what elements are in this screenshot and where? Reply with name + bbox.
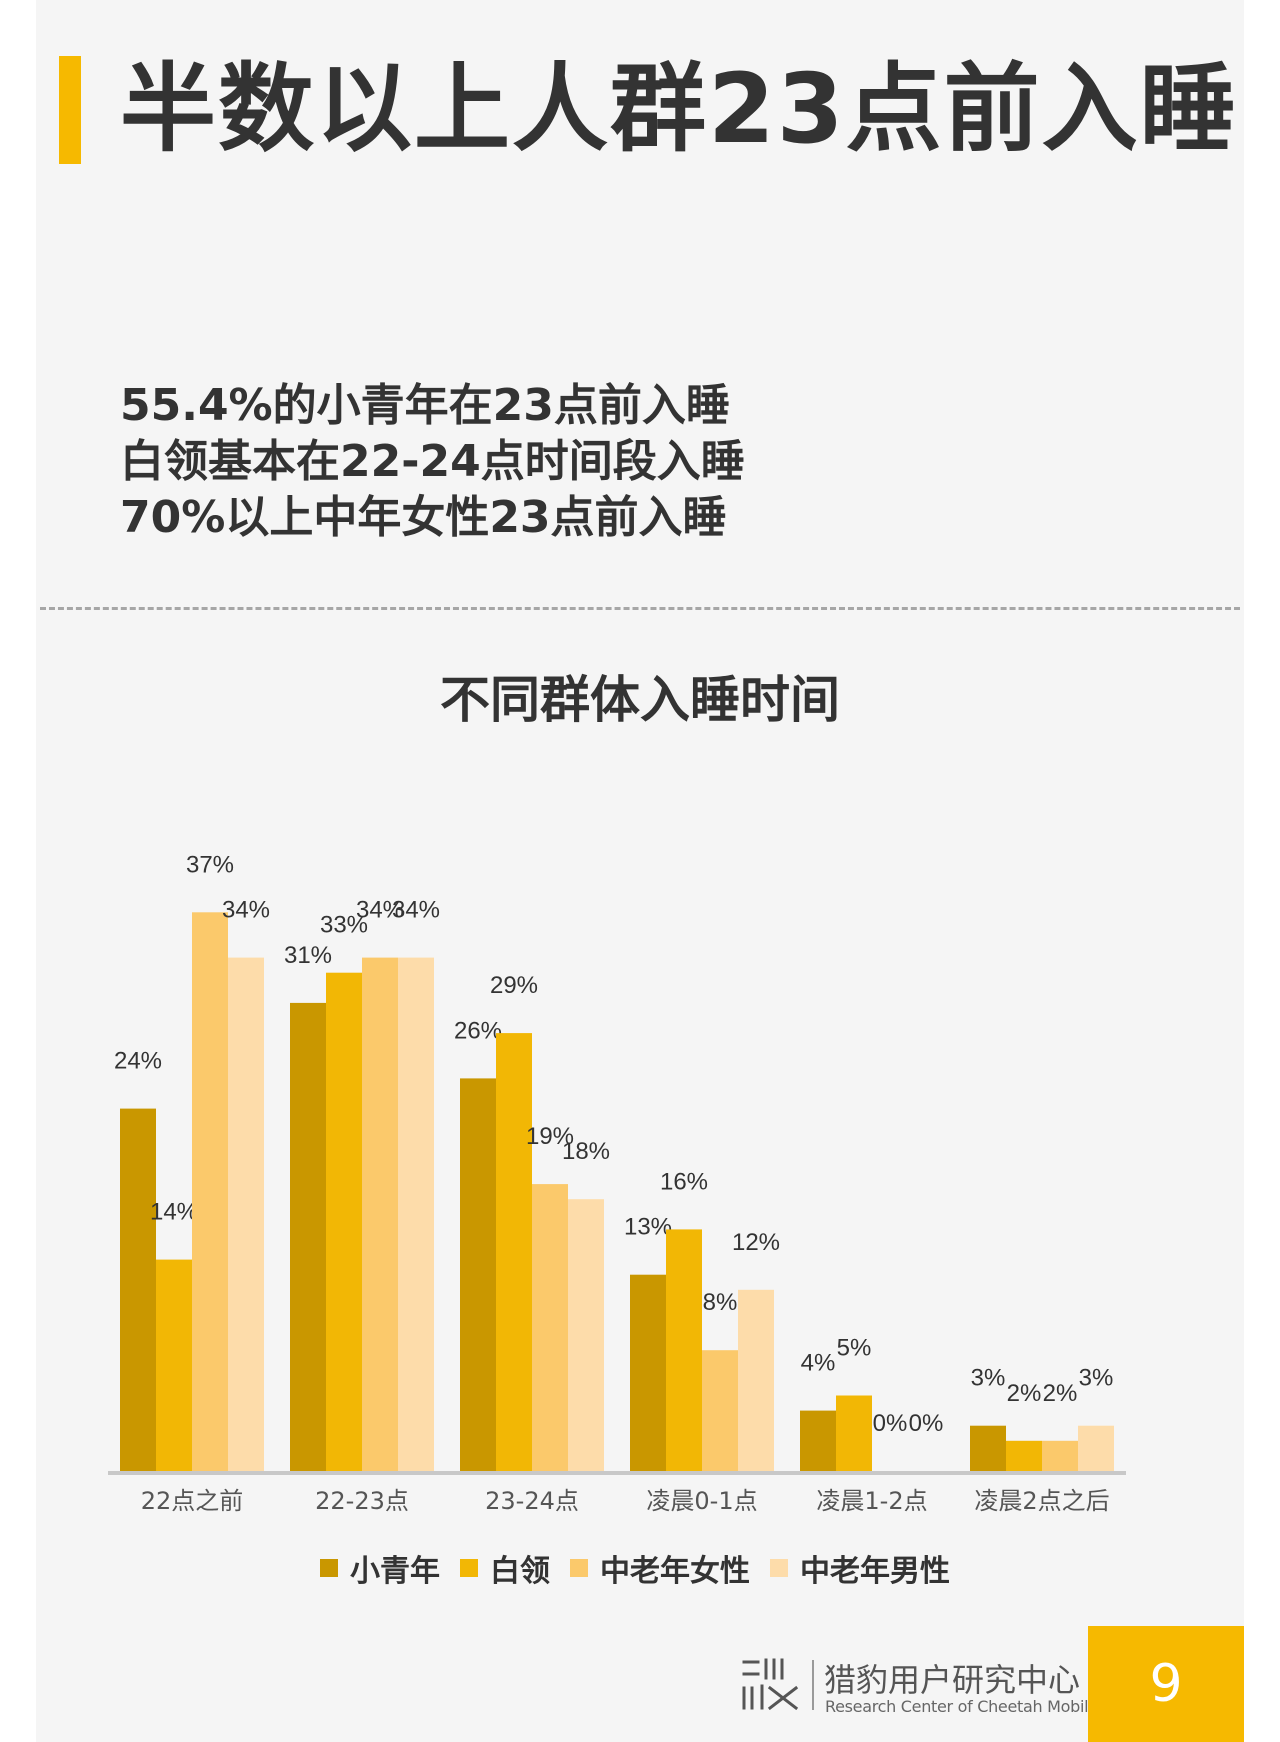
org-name-cn: 猎豹用户研究中心 [824,1661,1081,1699]
value-label-2-3: 29% [490,972,538,999]
value-label-3-5: 0% [873,1410,908,1437]
value-label-1-2: 31% [284,942,332,969]
value-label-4-1: 34% [222,897,270,924]
value-label-2-6: 2% [1007,1380,1042,1407]
value-label-1-6: 3% [971,1365,1006,1392]
value-label-1-1: 24% [114,1048,162,1075]
bar-1-5 [800,1410,836,1471]
value-label-3-6: 2% [1043,1380,1078,1407]
value-label-3-1: 37% [186,851,234,878]
value-label-4-4: 12% [732,1229,780,1256]
bar-3-4 [702,1350,738,1471]
bar-2-3 [496,1033,532,1471]
org-name-en: Research Center of Cheetah Mobile [825,1697,1098,1716]
summary-line-3: 70%以上中年女性23点前入睡 [120,492,727,543]
section-divider [40,607,1240,610]
legend-item-older-male: 中老年男性 [770,1546,950,1590]
bar-4-4 [738,1289,774,1471]
bar-1-1 [120,1108,156,1471]
bar-3-6 [1042,1440,1078,1471]
legend-swatch-white-collar [460,1559,478,1577]
bar-1-3 [460,1078,496,1471]
bar-2-5 [836,1395,872,1471]
bar-4-2 [398,957,434,1471]
bar-2-1 [156,1259,192,1471]
legend-item-older-female: 中老年女性 [570,1546,750,1590]
value-label-2-4: 16% [660,1168,708,1195]
bar-1-6 [970,1425,1006,1471]
legend-swatch-older-female [570,1559,588,1577]
value-label-4-5: 0% [909,1410,944,1437]
bar-3-3 [532,1184,568,1471]
legend-swatch-older-male [770,1559,788,1577]
value-label-3-3: 19% [526,1123,574,1150]
x-tick-label-3: 23-24点 [485,1487,579,1515]
x-tick-label-2: 22-23点 [315,1487,409,1515]
value-label-1-5: 4% [801,1350,836,1377]
value-label-1-3: 26% [454,1017,502,1044]
bar-3-2 [362,957,398,1471]
value-label-4-6: 3% [1079,1365,1114,1392]
x-tick-label-1: 22点之前 [141,1487,244,1515]
legend-item-youth: 小青年 [320,1546,440,1590]
summary-line-2: 白领基本在22-24点时间段入睡 [120,436,745,487]
value-label-3-4: 8% [703,1289,738,1316]
summary-line-1: 55.4%的小青年在23点前入睡 [120,380,730,431]
legend-label-older-male: 中老年男性 [800,1554,950,1589]
legend-label-older-female: 中老年女性 [600,1554,750,1589]
chart-title: 不同群体入睡时间 [440,671,840,729]
bar-4-3 [568,1199,604,1471]
value-label-2-2: 33% [320,912,368,939]
page-title: 半数以上人群23点前入睡 [120,53,1238,165]
x-tick-label-4: 凌晨0-1点 [646,1487,757,1515]
bar-4-1 [228,957,264,1471]
bar-1-2 [290,1002,326,1471]
value-label-4-2: 34% [392,897,440,924]
title-accent-bar [59,56,81,164]
bar-2-6 [1006,1440,1042,1471]
chart-legend: 小青年 白领 中老年女性 中老年男性 [320,1546,970,1590]
bar-3-1 [192,912,228,1471]
legend-label-white-collar: 白领 [490,1554,550,1589]
bar-4-6 [1078,1425,1114,1471]
value-label-3-2: 34% [356,897,404,924]
value-label-1-4: 13% [624,1214,672,1241]
value-label-2-5: 5% [837,1335,872,1362]
value-label-4-3: 18% [562,1138,610,1165]
bar-2-2 [326,972,362,1471]
bar-2-4 [666,1229,702,1471]
summary-text: 55.4%的小青年在23点前入睡 白领基本在22-24点时间段入睡 70%以上中… [120,378,745,546]
value-label-2-1: 14% [150,1199,198,1226]
page-number: 9 [1088,1626,1244,1742]
bar-1-4 [630,1274,666,1471]
x-tick-label-5: 凌晨1-2点 [816,1487,927,1515]
legend-item-white-collar: 白领 [460,1546,550,1590]
legend-label-youth: 小青年 [350,1554,440,1589]
x-tick-label-6: 凌晨2点之后 [974,1487,1109,1515]
logo-icon [742,1658,799,1710]
legend-swatch-youth [320,1559,338,1577]
footer-separator [812,1660,814,1710]
